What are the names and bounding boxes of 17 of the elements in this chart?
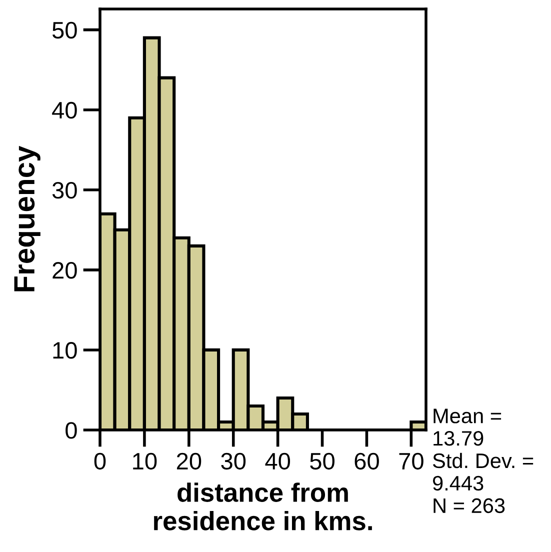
- y-tick-label: 50: [52, 22, 77, 39]
- y-tick-label: 30: [52, 182, 77, 199]
- x-tick-label: 60: [354, 452, 379, 470]
- y-tick-label: 20: [52, 262, 77, 279]
- x-tick-label: 0: [94, 452, 106, 470]
- y-axis-title: Frequency: [14, 146, 40, 292]
- y-tick-label: 0: [66, 422, 77, 439]
- x-tick-label: 50: [310, 452, 334, 470]
- x-tick-label: 20: [176, 452, 202, 470]
- x-tick-label: 30: [221, 452, 246, 470]
- x-tick-label: 40: [265, 452, 290, 470]
- x-axis-title: distance from residence in kms.: [154, 482, 372, 530]
- text: Mean = 13.79 Std. Dev. = 9.443 N = 263: [432, 408, 534, 514]
- x-tick-label: 70: [399, 452, 424, 470]
- x-tick-label: 10: [133, 452, 157, 470]
- y-tick-label: 40: [52, 102, 77, 119]
- y-tick-label: 10: [53, 342, 77, 359]
